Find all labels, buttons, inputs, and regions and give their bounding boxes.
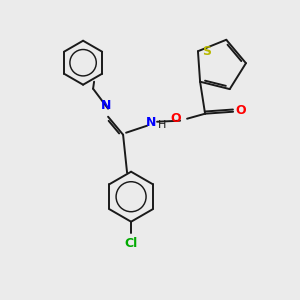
Text: S: S [202, 45, 211, 58]
Text: N: N [146, 116, 156, 129]
Text: H: H [158, 120, 166, 130]
Text: N: N [101, 99, 111, 112]
Text: O: O [170, 112, 181, 125]
Text: O: O [235, 104, 246, 117]
Text: Cl: Cl [124, 237, 138, 250]
